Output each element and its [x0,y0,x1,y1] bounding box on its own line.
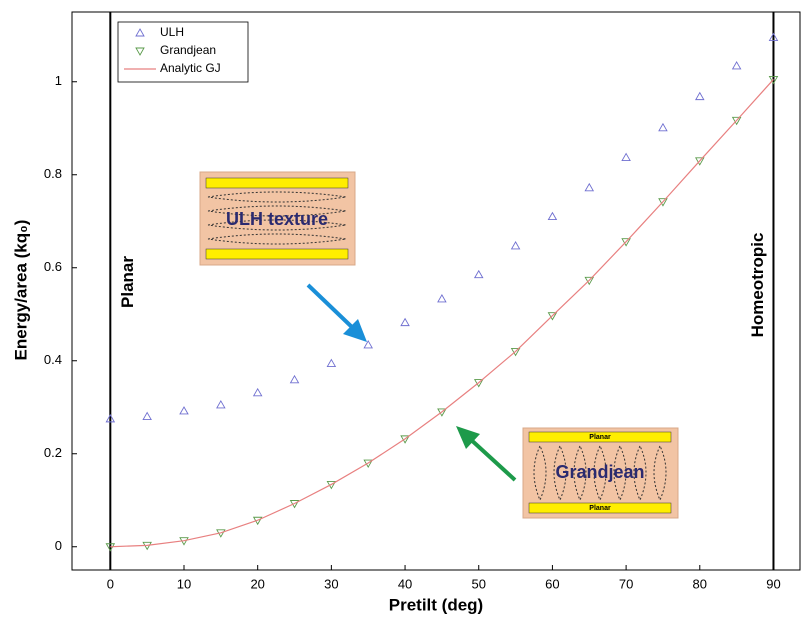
marker [547,211,558,221]
marker [768,32,779,42]
marker [658,198,668,207]
y-tick-label: 0 [55,538,62,553]
marker [658,122,668,132]
y-tick-label: 1 [55,73,62,88]
arrow [306,283,367,342]
marker [473,269,484,279]
marker [105,413,116,423]
marker [510,348,521,357]
marker [695,91,705,101]
legend-label: Analytic GJ [160,61,221,75]
series-line [110,79,774,548]
inset-label: Grandjean [555,462,644,482]
marker [547,312,558,321]
marker [289,374,300,384]
plot-frame [71,11,801,571]
annotation: Planar [118,256,137,308]
x-tick-label: 80 [693,576,707,591]
marker [731,61,742,70]
marker [437,293,447,303]
marker [252,387,263,397]
legend-swatch [135,47,145,56]
grandjean-inset [522,427,679,519]
x-tick-label: 50 [472,576,486,591]
y-tick-label: 0.4 [44,352,62,367]
y-tick-label: 0.6 [44,259,62,274]
marker [621,152,631,161]
y-tick-label: 0.2 [44,445,62,460]
x-tick-label: 10 [177,576,191,591]
inset-label: Planar [589,434,611,441]
annotation: Homeotropic [748,233,767,338]
legend-label: ULH [160,25,184,39]
legend-swatch [135,28,145,37]
ulh-inset [199,171,356,266]
marker [363,340,373,349]
marker [584,276,595,286]
y-axis-label: Energy/area (kq₀) [11,220,30,361]
x-tick-label: 60 [545,576,559,591]
x-tick-label: 70 [619,576,633,591]
legend: ULH Grandjean Analytic GJ [117,21,249,83]
marker [731,116,742,126]
marker [768,75,779,85]
marker [216,400,226,409]
x-tick-label: 40 [398,576,412,591]
marker [326,358,337,367]
marker [473,379,484,388]
marker [142,411,152,420]
marker [179,406,189,415]
marker [510,240,521,250]
marker [437,408,447,417]
x-tick-label: 20 [250,576,264,591]
inset-label: Planar [589,505,611,512]
marker [400,317,410,327]
x-tick-label: 30 [324,576,338,591]
inset-label: ULH texture [226,209,328,229]
marker [400,435,410,444]
x-tick-label: 90 [766,576,780,591]
x-axis-label: Pretilt (deg) [389,595,483,614]
y-tick-label: 0.8 [44,166,62,181]
marker [695,157,705,166]
marker [621,238,631,247]
x-tick-label: 0 [107,576,114,591]
legend-label: Grandjean [160,43,216,57]
marker [584,182,595,192]
arrow [456,426,517,482]
